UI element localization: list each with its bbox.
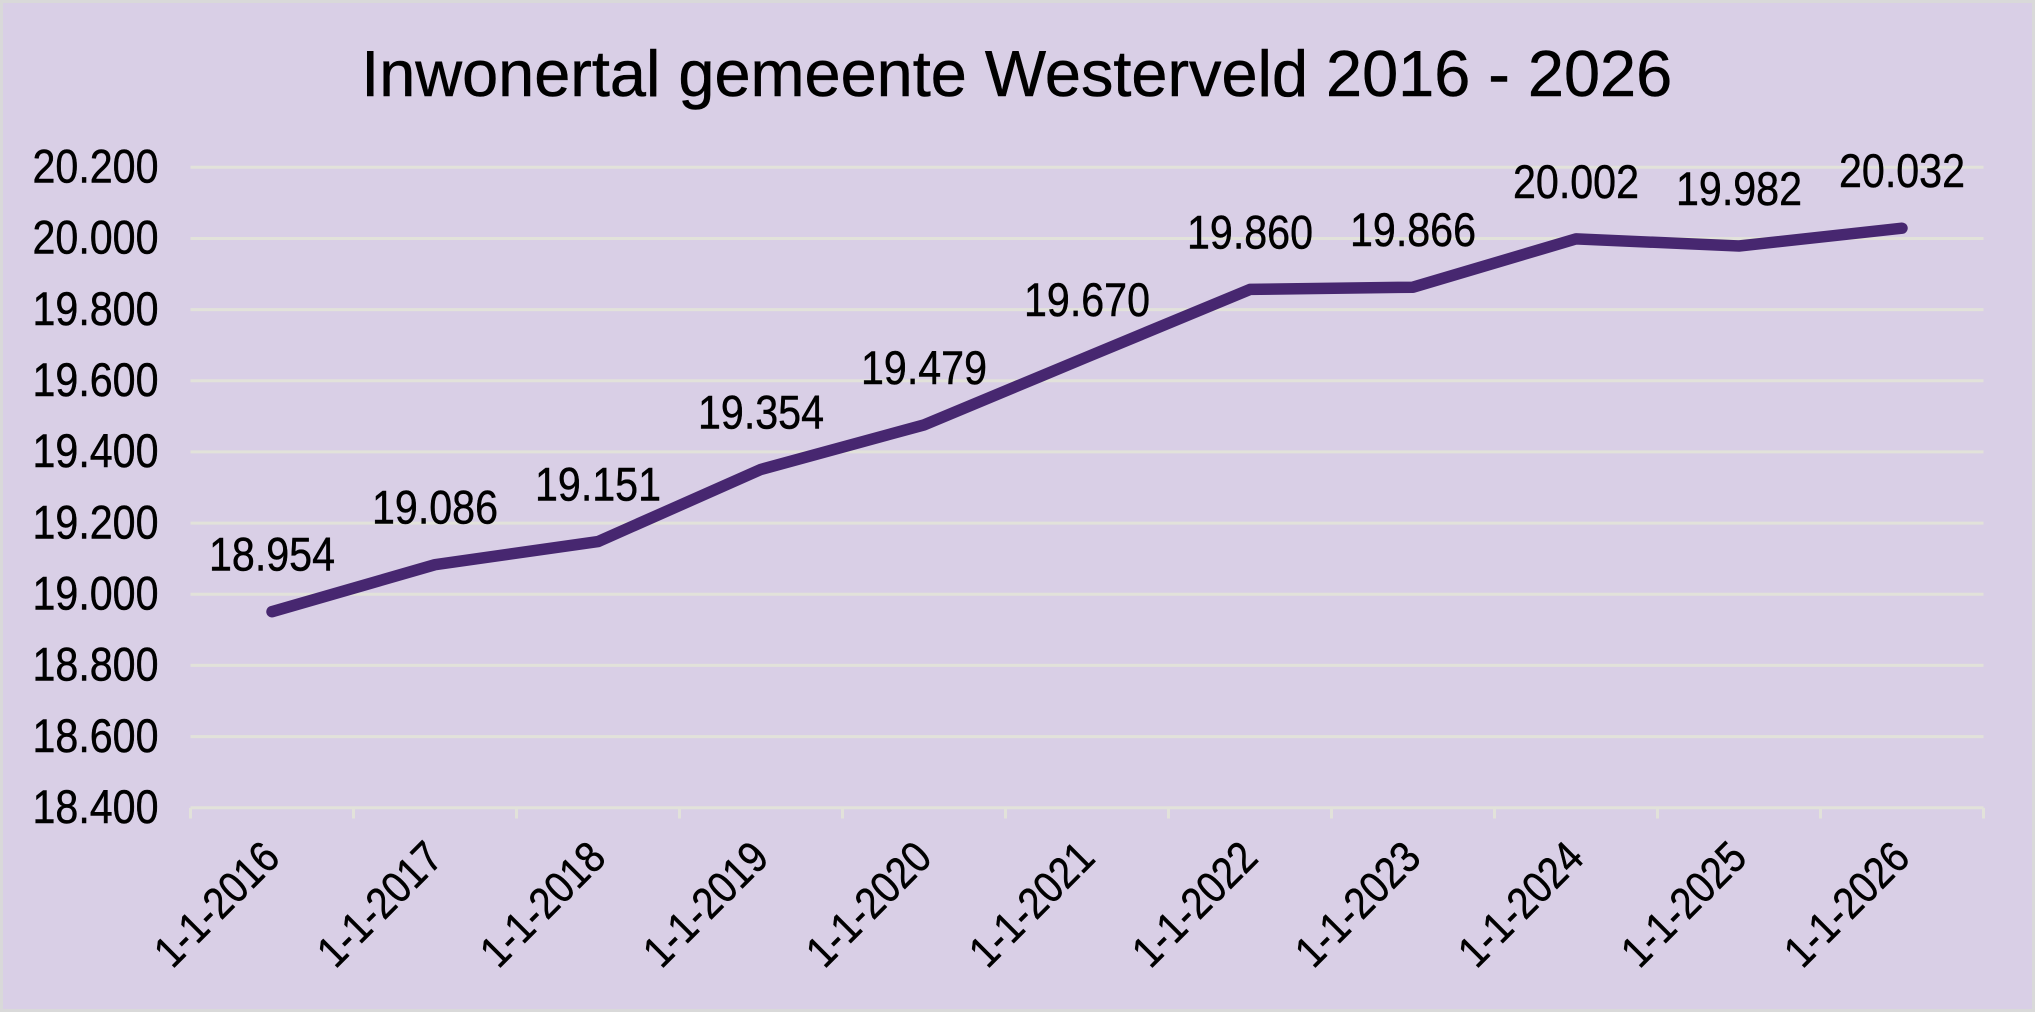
svg-text:18.600: 18.600 xyxy=(33,710,159,763)
svg-text:19.200: 19.200 xyxy=(33,496,159,549)
svg-text:18.400: 18.400 xyxy=(33,781,159,834)
svg-text:19.800: 19.800 xyxy=(33,283,159,336)
svg-text:20.032: 20.032 xyxy=(1839,145,1965,198)
svg-text:18.954: 18.954 xyxy=(209,529,335,582)
svg-text:19.086: 19.086 xyxy=(372,482,498,535)
svg-text:20.000: 20.000 xyxy=(33,212,159,265)
svg-text:19.860: 19.860 xyxy=(1187,206,1313,259)
svg-text:Inwonertal gemeente Westerveld: Inwonertal gemeente Westerveld 2016 - 20… xyxy=(361,37,1672,110)
svg-text:20.200: 20.200 xyxy=(33,141,159,194)
svg-text:19.354: 19.354 xyxy=(698,386,824,439)
svg-text:19.151: 19.151 xyxy=(535,459,661,512)
svg-text:19.479: 19.479 xyxy=(861,342,987,395)
svg-text:18.800: 18.800 xyxy=(33,639,159,692)
svg-text:19.000: 19.000 xyxy=(33,568,159,621)
svg-text:19.600: 19.600 xyxy=(33,354,159,407)
svg-text:20.002: 20.002 xyxy=(1513,156,1639,209)
svg-text:19.866: 19.866 xyxy=(1350,204,1476,257)
svg-text:19.670: 19.670 xyxy=(1024,274,1150,327)
svg-text:19.400: 19.400 xyxy=(33,425,159,478)
svg-text:19.982: 19.982 xyxy=(1676,163,1802,216)
